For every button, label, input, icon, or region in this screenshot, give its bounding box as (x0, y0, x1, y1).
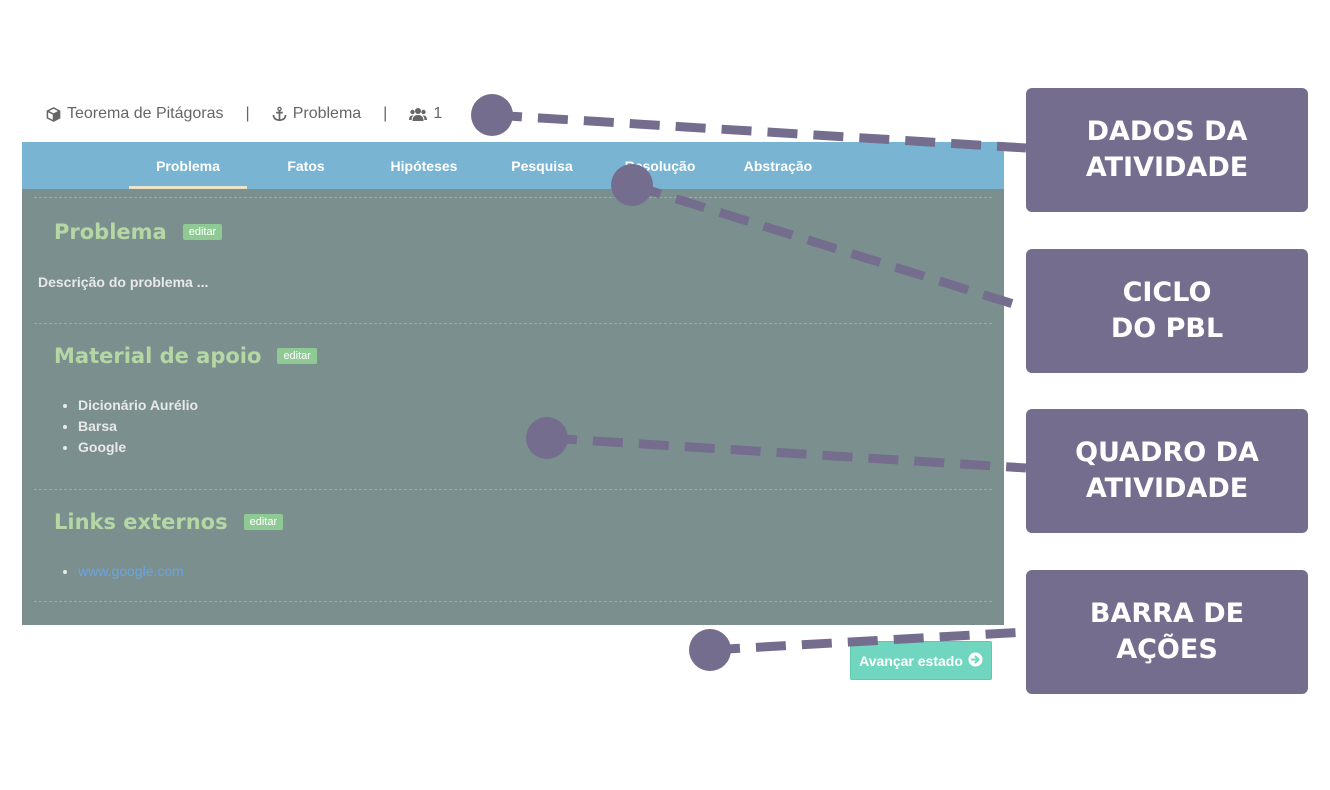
list-item: Barsa (78, 416, 198, 437)
activity-stage-item: Problema (272, 105, 361, 123)
list-item: Dicionário Aurélio (78, 395, 198, 416)
edit-material-button[interactable]: editar (277, 348, 317, 364)
users-icon (409, 107, 428, 122)
callout-activity-board: QUADRO DA ATIVIDADE (1026, 409, 1308, 533)
callout-line: CICLO (1122, 277, 1212, 308)
problem-section-header: Problema editar (54, 220, 223, 244)
section-title: Problema (54, 220, 167, 244)
annotation-dot (611, 164, 653, 206)
activity-stage: Problema (292, 105, 362, 122)
annotation-line (491, 110, 1027, 153)
material-section-header: Material de apoio editar (54, 344, 317, 368)
activity-board: Problema Fatos Hipóteses Pesquisa Resolu… (22, 142, 1004, 625)
anchor-icon (272, 106, 287, 122)
callout-line: ATIVIDADE (1085, 473, 1249, 504)
material-section: Material de apoio editar Dicionário Auré… (34, 323, 992, 489)
edit-problem-button[interactable]: editar (182, 224, 223, 240)
pbl-cycle-tabs: Problema Fatos Hipóteses Pesquisa Resolu… (22, 142, 1004, 189)
callout-activity-data: DADOS DA ATIVIDADE (1026, 88, 1308, 212)
separator: | (383, 105, 388, 122)
callout-action-bar: BARRA DE AÇÕES (1026, 570, 1308, 694)
section-title: Links externos (54, 510, 228, 534)
list-item: www.google.com (78, 561, 184, 582)
edit-links-button[interactable]: editar (243, 514, 284, 530)
problem-section: Problema editar Descrição do problema ..… (34, 197, 992, 323)
links-section: Links externos editar www.google.com (34, 489, 992, 601)
annotation-dot (689, 629, 731, 671)
tab-hipoteses[interactable]: Hipóteses (390, 157, 458, 174)
arrow-right-circle-icon (968, 651, 983, 670)
separator: | (245, 105, 250, 122)
section-title: Material de apoio (54, 344, 262, 368)
advance-state-button[interactable]: Avançar estado (850, 641, 992, 680)
callout-pbl-cycle: CICLO DO PBL (1026, 249, 1308, 373)
activity-members-item: 1 (409, 105, 442, 123)
tab-fatos[interactable]: Fatos (287, 157, 325, 174)
callout-line: BARRA DE (1089, 598, 1245, 629)
material-list: Dicionário Aurélio Barsa Google (78, 395, 198, 458)
links-section-header: Links externos editar (54, 510, 284, 534)
callout-line: ATIVIDADE (1085, 152, 1249, 183)
tab-problema[interactable]: Problema (129, 142, 247, 189)
advance-label: Avançar estado (859, 652, 963, 669)
callout-line: DO PBL (1110, 313, 1224, 344)
annotation-line (546, 433, 1027, 473)
annotation-line (630, 180, 1028, 313)
annotation-dot (526, 417, 568, 459)
list-item: Google (78, 437, 198, 458)
divider (34, 601, 992, 602)
problem-description: Descrição do problema ... (38, 274, 209, 290)
cube-icon (46, 106, 61, 122)
annotation-dot (471, 94, 513, 136)
callout-line: AÇÕES (1116, 634, 1218, 665)
links-list: www.google.com (78, 561, 184, 582)
callout-line: QUADRO DA (1075, 437, 1259, 468)
activity-info-bar: Teorema de Pitágoras | Problema | 1 (46, 102, 442, 126)
activity-title: Teorema de Pitágoras (67, 105, 224, 122)
callout-line: DADOS DA (1086, 116, 1248, 147)
tab-abstracao[interactable]: Abstração (743, 157, 813, 174)
annotation-line (709, 627, 1027, 655)
members-count: 1 (433, 105, 443, 122)
activity-title-item: Teorema de Pitágoras (46, 105, 224, 123)
tab-pesquisa[interactable]: Pesquisa (511, 157, 573, 174)
external-link[interactable]: www.google.com (78, 563, 184, 579)
